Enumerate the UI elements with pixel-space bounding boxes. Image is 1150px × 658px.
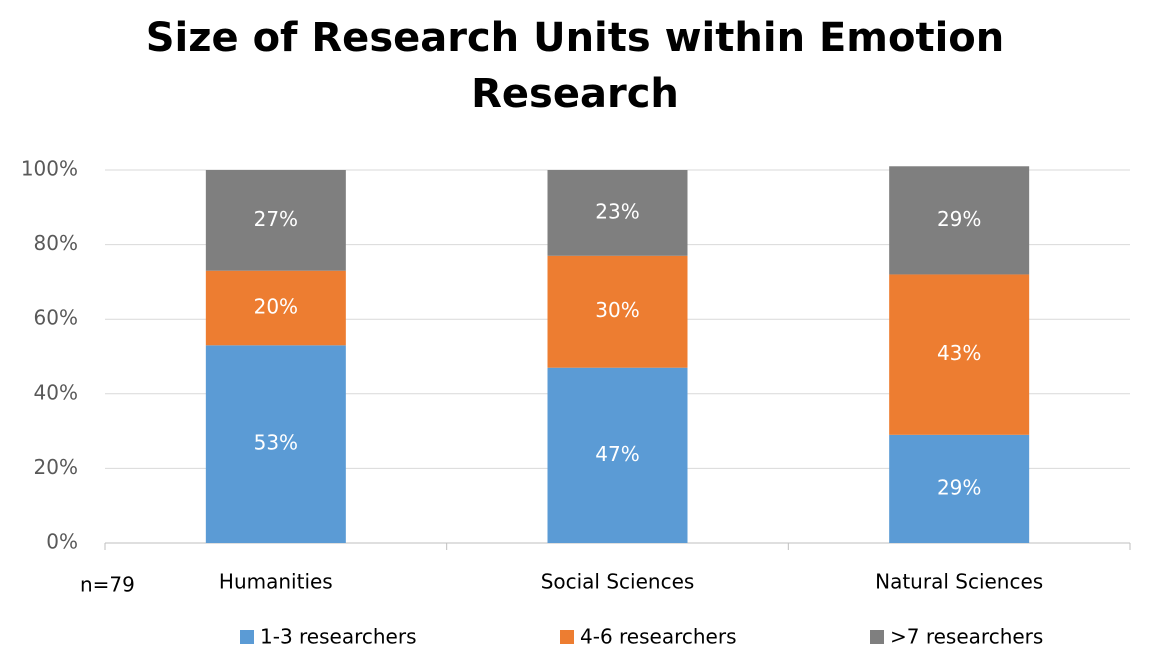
chart-title: Size of Research Units within Emotion Re… xyxy=(145,15,1005,117)
y-tick-label: 80% xyxy=(34,231,78,255)
legend-swatch xyxy=(560,630,574,644)
bar-segment xyxy=(889,434,1030,543)
legend-label: >7 researchers xyxy=(890,625,1043,649)
y-tick-label: 0% xyxy=(46,530,78,554)
data-label: 43% xyxy=(937,341,981,365)
data-label: 30% xyxy=(595,298,639,322)
y-tick-label: 40% xyxy=(34,380,78,404)
x-tick-label: Social Sciences xyxy=(541,570,695,594)
bar-segment xyxy=(205,345,346,543)
legend-swatch xyxy=(240,630,254,644)
x-tick-label: Natural Sciences xyxy=(875,570,1043,594)
data-label: 20% xyxy=(254,295,298,319)
data-label: 29% xyxy=(937,475,981,499)
data-label: 53% xyxy=(254,431,298,455)
bar-segment xyxy=(205,270,346,346)
bar-segment xyxy=(547,255,688,368)
data-label: 47% xyxy=(595,442,639,466)
y-tick-label: 60% xyxy=(34,306,78,330)
data-label: 27% xyxy=(254,207,298,231)
legend-label: 1-3 researchers xyxy=(260,625,417,649)
x-tick-label: Humanities xyxy=(219,570,333,594)
data-label: 29% xyxy=(937,207,981,231)
annotation: n=79 xyxy=(80,573,135,597)
bar-segment xyxy=(205,170,346,271)
data-label: 23% xyxy=(595,199,639,223)
bar-segment xyxy=(547,367,688,543)
bar-segment xyxy=(889,166,1030,275)
bar-segment xyxy=(889,274,1030,435)
legend-label: 4-6 researchers xyxy=(580,625,737,649)
bar-segment xyxy=(547,170,688,256)
legend-swatch xyxy=(870,630,884,644)
y-tick-label: 100% xyxy=(21,157,78,181)
y-tick-label: 20% xyxy=(34,455,78,479)
